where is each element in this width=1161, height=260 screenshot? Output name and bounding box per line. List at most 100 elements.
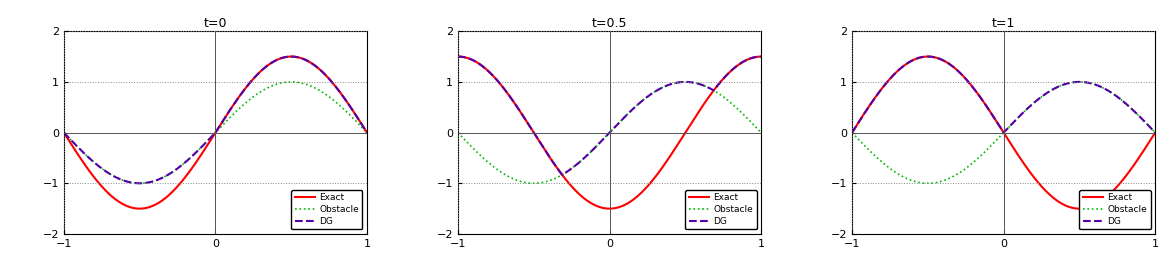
Exact — [603, 207, 616, 210]
Obstacle — [985, 144, 998, 147]
Line: Exact: Exact — [457, 56, 762, 209]
Exact — [1073, 207, 1087, 210]
Exact — [352, 118, 366, 121]
Line: Obstacle: Obstacle — [64, 82, 367, 183]
Obstacle — [296, 82, 310, 85]
Obstacle — [196, 144, 210, 147]
Line: DG: DG — [457, 56, 762, 175]
Exact — [57, 131, 71, 134]
Exact — [860, 107, 874, 110]
Obstacle — [745, 122, 759, 125]
Obstacle — [690, 82, 704, 85]
Exact — [993, 125, 1007, 128]
Obstacle — [132, 182, 146, 185]
Obstacle — [845, 131, 859, 134]
DG — [360, 131, 374, 134]
Obstacle — [745, 122, 759, 125]
DG — [921, 55, 935, 58]
Line: Exact: Exact — [64, 57, 367, 209]
DG — [1140, 122, 1154, 125]
DG — [57, 131, 71, 134]
Obstacle — [72, 147, 86, 150]
DG — [845, 131, 859, 134]
Legend: Exact, Obstacle, DG: Exact, Obstacle, DG — [685, 190, 757, 230]
Obstacle — [527, 182, 541, 185]
DG — [555, 173, 569, 176]
Exact — [598, 207, 612, 210]
Exact — [360, 131, 374, 134]
Obstacle — [467, 147, 481, 150]
Exact — [204, 137, 218, 140]
Line: DG: DG — [64, 57, 367, 183]
DG — [1139, 122, 1153, 125]
Obstacle — [921, 182, 935, 185]
Exact — [72, 155, 86, 158]
Obstacle — [591, 144, 605, 147]
DG — [1148, 131, 1161, 134]
DG — [690, 82, 704, 85]
Line: Obstacle: Obstacle — [852, 82, 1155, 183]
Obstacle — [1148, 131, 1161, 134]
Exact — [745, 56, 759, 59]
Exact — [985, 112, 998, 115]
Obstacle — [599, 135, 613, 138]
Line: Exact: Exact — [852, 57, 1155, 209]
Obstacle — [352, 122, 366, 125]
Exact — [690, 113, 704, 116]
Obstacle — [755, 131, 769, 134]
Exact — [1148, 131, 1161, 134]
Obstacle — [1084, 82, 1098, 85]
DG — [72, 147, 86, 150]
Exact — [467, 59, 481, 62]
Exact — [745, 56, 759, 59]
Obstacle — [678, 80, 692, 83]
DG — [745, 56, 759, 59]
Obstacle — [57, 131, 71, 134]
Legend: Exact, Obstacle, DG: Exact, Obstacle, DG — [1080, 190, 1151, 230]
Obstacle — [860, 147, 874, 150]
DG — [204, 135, 218, 138]
DG — [985, 112, 998, 115]
DG — [993, 125, 1007, 128]
Exact — [352, 118, 366, 121]
Obstacle — [284, 80, 298, 83]
DG — [755, 55, 769, 58]
DG — [745, 56, 759, 59]
DG — [352, 118, 366, 121]
Obstacle — [1073, 80, 1087, 83]
Exact — [132, 207, 146, 210]
DG — [860, 107, 874, 110]
Title: t=0: t=0 — [203, 17, 228, 30]
Exact — [296, 57, 310, 60]
Obstacle — [204, 135, 218, 138]
Exact — [1140, 144, 1154, 147]
Exact — [1140, 145, 1154, 148]
DG — [467, 59, 481, 62]
Obstacle — [1140, 122, 1154, 125]
DG — [599, 135, 613, 138]
DG — [352, 118, 366, 121]
Obstacle — [352, 122, 366, 125]
DG — [450, 55, 464, 58]
Obstacle — [993, 135, 1007, 138]
Exact — [1084, 205, 1098, 208]
Exact — [450, 55, 464, 58]
Obstacle — [360, 131, 374, 134]
DG — [284, 55, 298, 58]
Exact — [196, 150, 210, 153]
Exact — [755, 55, 769, 58]
Title: t=1: t=1 — [991, 17, 1016, 30]
Legend: Exact, Obstacle, DG: Exact, Obstacle, DG — [291, 190, 362, 230]
Obstacle — [450, 131, 464, 134]
DG — [1084, 82, 1098, 85]
Line: Obstacle: Obstacle — [457, 82, 762, 183]
Obstacle — [1140, 122, 1154, 125]
DG — [196, 144, 210, 147]
Exact — [590, 205, 604, 208]
DG — [296, 57, 310, 60]
DG — [591, 144, 605, 147]
Exact — [284, 55, 298, 58]
Title: t=0.5: t=0.5 — [592, 17, 627, 30]
Exact — [845, 131, 859, 134]
DG — [132, 182, 146, 185]
